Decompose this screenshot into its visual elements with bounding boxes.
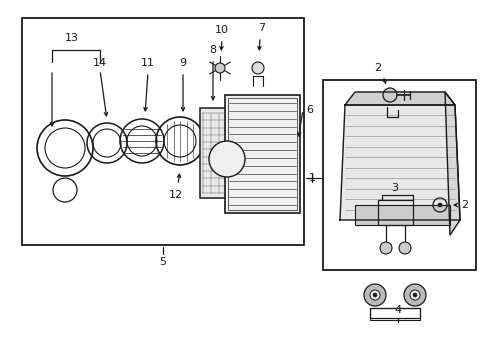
Circle shape (382, 88, 396, 102)
Bar (369, 308, 419, 320)
Bar (200, 108, 229, 198)
Text: 1: 1 (308, 173, 315, 183)
Text: 5: 5 (159, 257, 166, 267)
Bar (224, 95, 299, 213)
Text: 6: 6 (306, 105, 313, 115)
Text: 11: 11 (141, 58, 155, 68)
Bar (323, 80, 475, 270)
Circle shape (379, 242, 391, 254)
Bar (354, 205, 449, 225)
Text: 3: 3 (391, 183, 398, 193)
Bar (227, 98, 296, 210)
Circle shape (208, 141, 244, 177)
Circle shape (409, 290, 419, 300)
Text: 8: 8 (209, 45, 216, 55)
Text: 9: 9 (179, 58, 186, 68)
Circle shape (369, 290, 379, 300)
Circle shape (398, 242, 410, 254)
Circle shape (215, 63, 224, 73)
Text: 10: 10 (215, 25, 228, 35)
Text: 4: 4 (394, 305, 401, 315)
Text: 7: 7 (258, 23, 265, 33)
Circle shape (412, 293, 416, 297)
Bar (22, 18, 304, 245)
Polygon shape (339, 105, 459, 220)
Text: 14: 14 (93, 58, 107, 68)
Polygon shape (444, 92, 459, 235)
Text: 13: 13 (65, 33, 79, 43)
Circle shape (363, 284, 385, 306)
Bar (369, 308, 419, 318)
Polygon shape (345, 92, 454, 105)
Circle shape (372, 293, 376, 297)
Text: 2: 2 (461, 200, 468, 210)
Text: 12: 12 (168, 190, 183, 200)
Circle shape (437, 203, 441, 207)
Text: 2: 2 (374, 63, 381, 73)
Bar (377, 200, 412, 225)
Circle shape (403, 284, 425, 306)
Circle shape (251, 62, 264, 74)
